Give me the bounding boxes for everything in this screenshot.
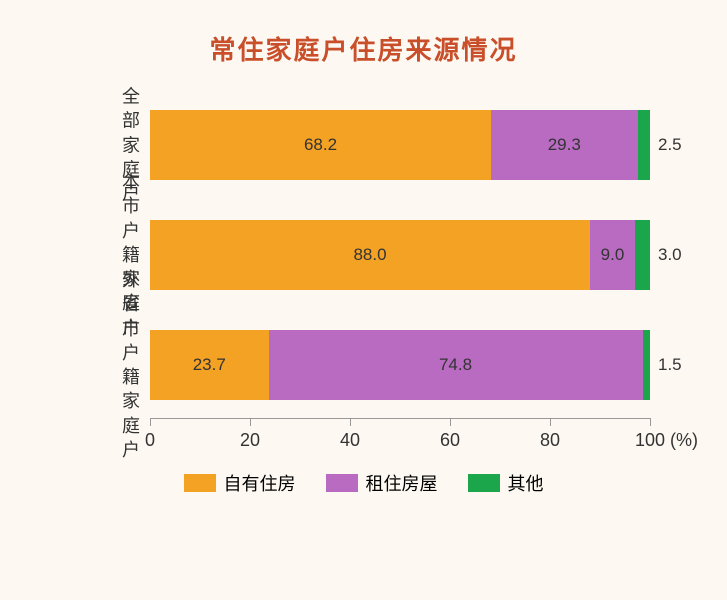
stacked-bar: 23.774.8 xyxy=(150,330,650,400)
bar-end-value: 3.0 xyxy=(658,245,682,265)
stacked-bar: 88.09.0 xyxy=(150,220,650,290)
x-axis: 020406080100(%) xyxy=(150,418,660,448)
bar-end-value: 1.5 xyxy=(658,355,682,375)
legend-item: 其他 xyxy=(468,470,544,496)
legend: 自有住房 租住房屋 其他 xyxy=(0,470,727,496)
bar-segment: 74.8 xyxy=(269,330,643,400)
x-axis-unit: (%) xyxy=(670,430,698,451)
bar-segment xyxy=(643,330,651,400)
bar-row: 本市户籍 家庭户88.09.03.0 xyxy=(150,220,660,290)
bar-segment: 29.3 xyxy=(491,110,638,180)
bar-end-value: 2.5 xyxy=(658,135,682,155)
bar-segment xyxy=(638,110,651,180)
bar-row: 全部家庭户68.229.32.5 xyxy=(150,110,660,180)
x-axis-tick-label: 60 xyxy=(440,430,460,451)
x-axis-tick xyxy=(150,418,151,426)
x-axis-tick-label: 100 xyxy=(635,430,665,451)
bar-segment: 23.7 xyxy=(150,330,269,400)
x-axis-tick xyxy=(250,418,251,426)
legend-label: 自有住房 xyxy=(224,470,296,496)
legend-item: 自有住房 xyxy=(184,470,296,496)
x-axis-tick-label: 40 xyxy=(340,430,360,451)
x-axis-tick-label: 20 xyxy=(240,430,260,451)
x-axis-tick xyxy=(350,418,351,426)
legend-swatch xyxy=(326,474,358,492)
x-axis-tick-label: 80 xyxy=(540,430,560,451)
bar-segment: 88.0 xyxy=(150,220,590,290)
legend-item: 租住房屋 xyxy=(326,470,438,496)
bar-row: 外省市户籍 家庭户23.774.81.5 xyxy=(150,330,660,400)
bar-segment: 68.2 xyxy=(150,110,491,180)
bar-segment: 9.0 xyxy=(590,220,635,290)
chart-plot-area: 全部家庭户68.229.32.5 本市户籍 家庭户88.09.03.0 外省市户籍 … xyxy=(150,110,660,440)
x-axis-line xyxy=(150,418,650,419)
x-axis-tick xyxy=(650,418,651,426)
row-category-label: 外省市户籍 家庭户 xyxy=(122,268,140,462)
legend-label: 租住房屋 xyxy=(366,470,438,496)
bar-segment xyxy=(635,220,650,290)
x-axis-tick xyxy=(550,418,551,426)
legend-swatch xyxy=(184,474,216,492)
legend-swatch xyxy=(468,474,500,492)
legend-label: 其他 xyxy=(508,470,544,496)
chart-title: 常住家庭户住房来源情况 xyxy=(0,0,727,67)
x-axis-tick-label: 0 xyxy=(145,430,155,451)
stacked-bar: 68.229.3 xyxy=(150,110,650,180)
x-axis-tick xyxy=(450,418,451,426)
